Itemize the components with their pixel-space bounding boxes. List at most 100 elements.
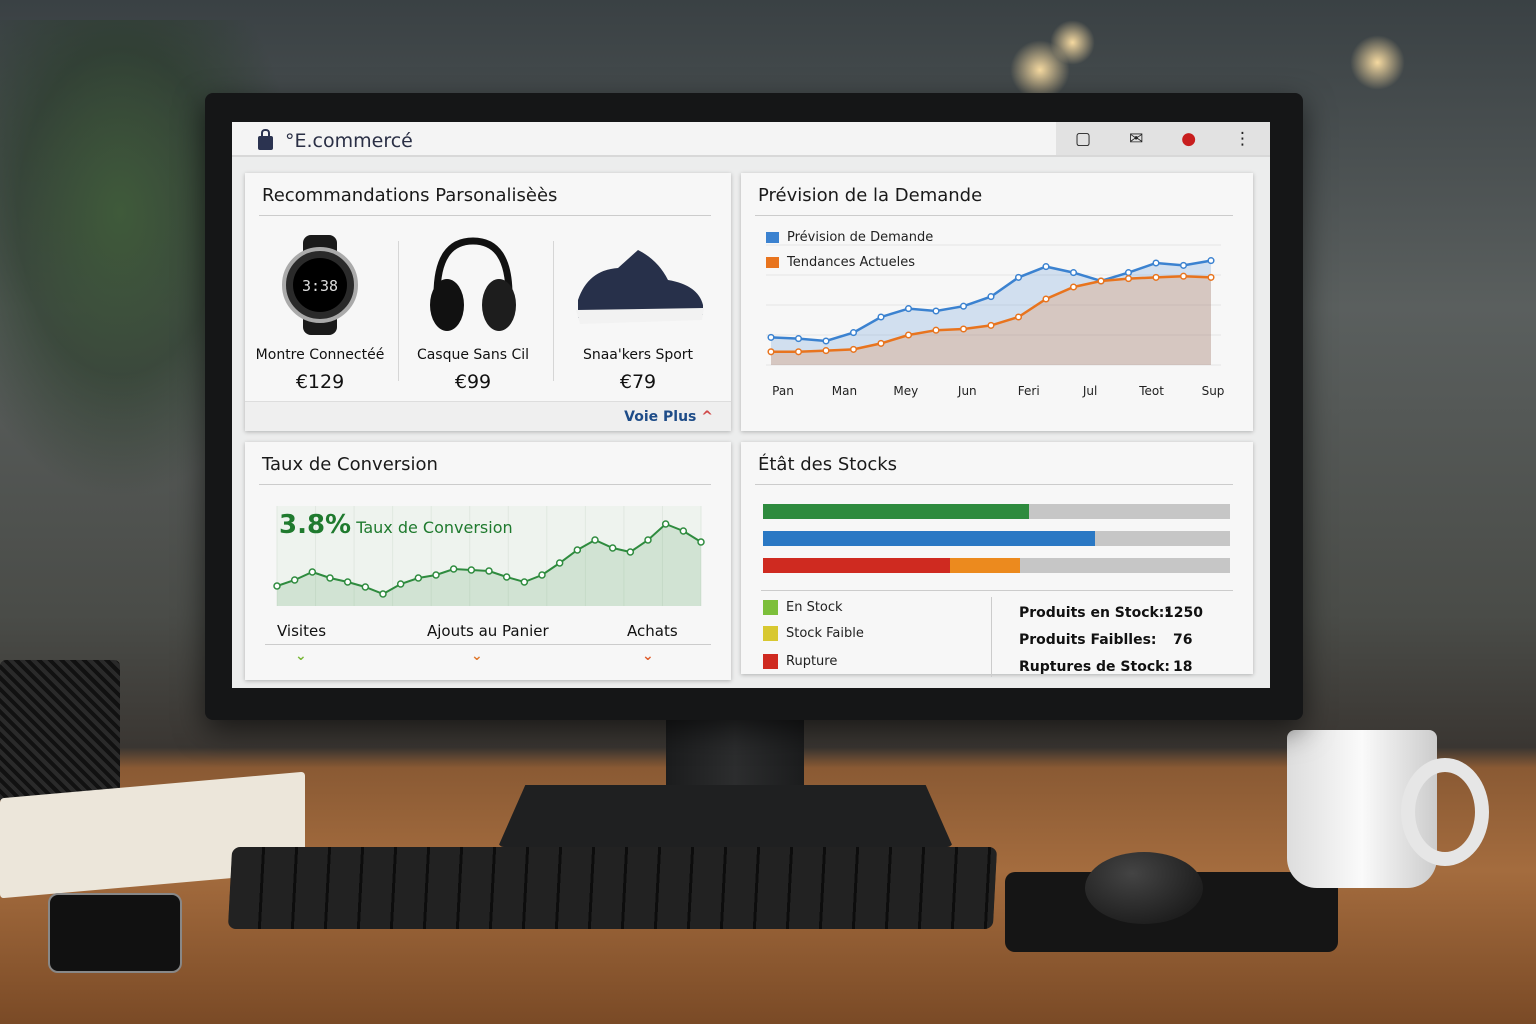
x-tick-label: Sup [1202, 384, 1225, 398]
mail-icon[interactable]: ✉ [1128, 128, 1144, 149]
data-point [794, 348, 803, 356]
divider [259, 484, 711, 485]
product-card[interactable]: Casque Sans Cil €99 [398, 231, 548, 393]
see-more-label: Voie Plus [624, 409, 697, 425]
data-point [767, 348, 775, 356]
stock-bar [763, 558, 1230, 573]
more-vertical-icon[interactable]: ⋮ [1233, 128, 1251, 149]
legend-item: Prévision de Demande [766, 230, 933, 245]
product-price: €99 [454, 371, 492, 393]
data-point [432, 571, 440, 579]
recommendations-panel: Recommandations Parsonalisèès 3:38 Montr… [245, 173, 731, 431]
stat-low-stock: Produits Faiblles: 76 [1019, 632, 1229, 648]
legend-swatch [766, 232, 779, 243]
data-point [591, 536, 599, 544]
x-tick-label: Mey [893, 384, 918, 398]
stat-in-stock: Produits en Stock:: 1250 [1019, 605, 1229, 621]
legend-label: Stock Faible [786, 626, 864, 641]
legend-label: Tendances Actueles [787, 255, 916, 270]
series-area [771, 276, 1211, 365]
stat-value: 76 [1173, 632, 1193, 648]
data-point [849, 345, 858, 353]
divider [398, 241, 399, 381]
data-point [308, 568, 317, 576]
pen-holder [0, 660, 120, 805]
monitor-base [498, 785, 953, 847]
data-point [467, 566, 476, 574]
data-point [1042, 263, 1050, 271]
data-point [520, 578, 529, 586]
stat-label: Ruptures de Stock: [1019, 659, 1171, 675]
legend-label: En Stock [786, 600, 843, 615]
data-point [1152, 259, 1160, 267]
data-point [959, 325, 968, 333]
window-icon[interactable]: ▢ [1074, 128, 1092, 149]
product-price: €79 [619, 371, 657, 393]
data-point [822, 347, 830, 355]
divider [553, 241, 554, 381]
data-point [361, 583, 370, 591]
product-card[interactable]: 3:38 Montre Connectéé €129 [245, 231, 395, 393]
background-light [1050, 20, 1095, 65]
data-point [849, 329, 858, 337]
monitor-stand [666, 718, 804, 798]
product-price: €129 [295, 371, 345, 393]
chevron-down-icon[interactable]: ⌄ [295, 648, 307, 664]
data-point [959, 302, 968, 310]
background-light [1350, 35, 1405, 90]
smartphone [48, 893, 182, 973]
app-brand: °E.commercé [258, 129, 413, 152]
data-point [396, 580, 405, 588]
chevron-down-icon[interactable]: ⌄ [471, 648, 483, 664]
stock-bar-fill [763, 504, 1030, 519]
data-point [573, 546, 582, 554]
chevron-down-icon[interactable]: ⌄ [642, 648, 654, 664]
data-point [1097, 277, 1105, 285]
divider [755, 484, 1233, 485]
data-point [1124, 275, 1133, 283]
data-point [379, 590, 387, 598]
product-name: Montre Connectéé [255, 347, 385, 363]
app-title: °E.commercé [285, 130, 413, 152]
divider [265, 644, 711, 645]
legend-swatch [766, 257, 779, 268]
product-card[interactable]: Snaa'kers Sport €79 [563, 231, 713, 393]
product-name: Casque Sans Cil [416, 347, 530, 363]
data-point [1152, 273, 1160, 281]
data-point [904, 331, 913, 339]
data-point [1014, 273, 1023, 281]
data-point [273, 582, 281, 590]
stock-bar-fill [763, 531, 1095, 546]
svg-text:3:38: 3:38 [302, 277, 338, 295]
data-point [343, 578, 352, 586]
conversion-rate: 3.8% [279, 510, 352, 540]
stat-value: 1250 [1164, 605, 1203, 621]
data-point [932, 307, 940, 315]
panel-title: Étât des Stocks [758, 454, 898, 475]
see-more-link[interactable]: Voie Plus ^ [624, 409, 713, 425]
legend-item: Tendances Actueles [766, 255, 915, 270]
stock-panel: Étât des Stocks En Stock Stock Faible Ru… [741, 442, 1253, 677]
legend-label: Rupture [786, 654, 838, 669]
data-point [644, 536, 652, 544]
stat-label: Produits en Stock:: [1019, 605, 1171, 621]
x-tick-label: Feri [1018, 384, 1040, 398]
toolbar: ▢ ✉ ● ⋮ [1056, 122, 1270, 155]
product-name: Snaa'kers Sport [582, 347, 694, 363]
funnel-step-visits: Visites [277, 622, 327, 640]
conversion-rate-label: Taux de Conversion [356, 518, 513, 537]
coffee-mug [1287, 730, 1489, 888]
x-tick-label: Pan [772, 384, 794, 398]
legend-item: Stock Faible [763, 626, 864, 641]
keyboard [227, 847, 998, 929]
data-point [449, 565, 458, 573]
panel-title: Taux de Conversion [262, 454, 438, 475]
series-area [277, 524, 701, 606]
data-point [290, 576, 299, 584]
data-point [877, 339, 885, 347]
stat-value: 18 [1173, 659, 1193, 675]
notification-icon[interactable]: ● [1181, 128, 1197, 149]
data-point [608, 544, 617, 552]
data-point [1179, 261, 1188, 269]
smartwatch-icon: 3:38 [245, 231, 395, 339]
